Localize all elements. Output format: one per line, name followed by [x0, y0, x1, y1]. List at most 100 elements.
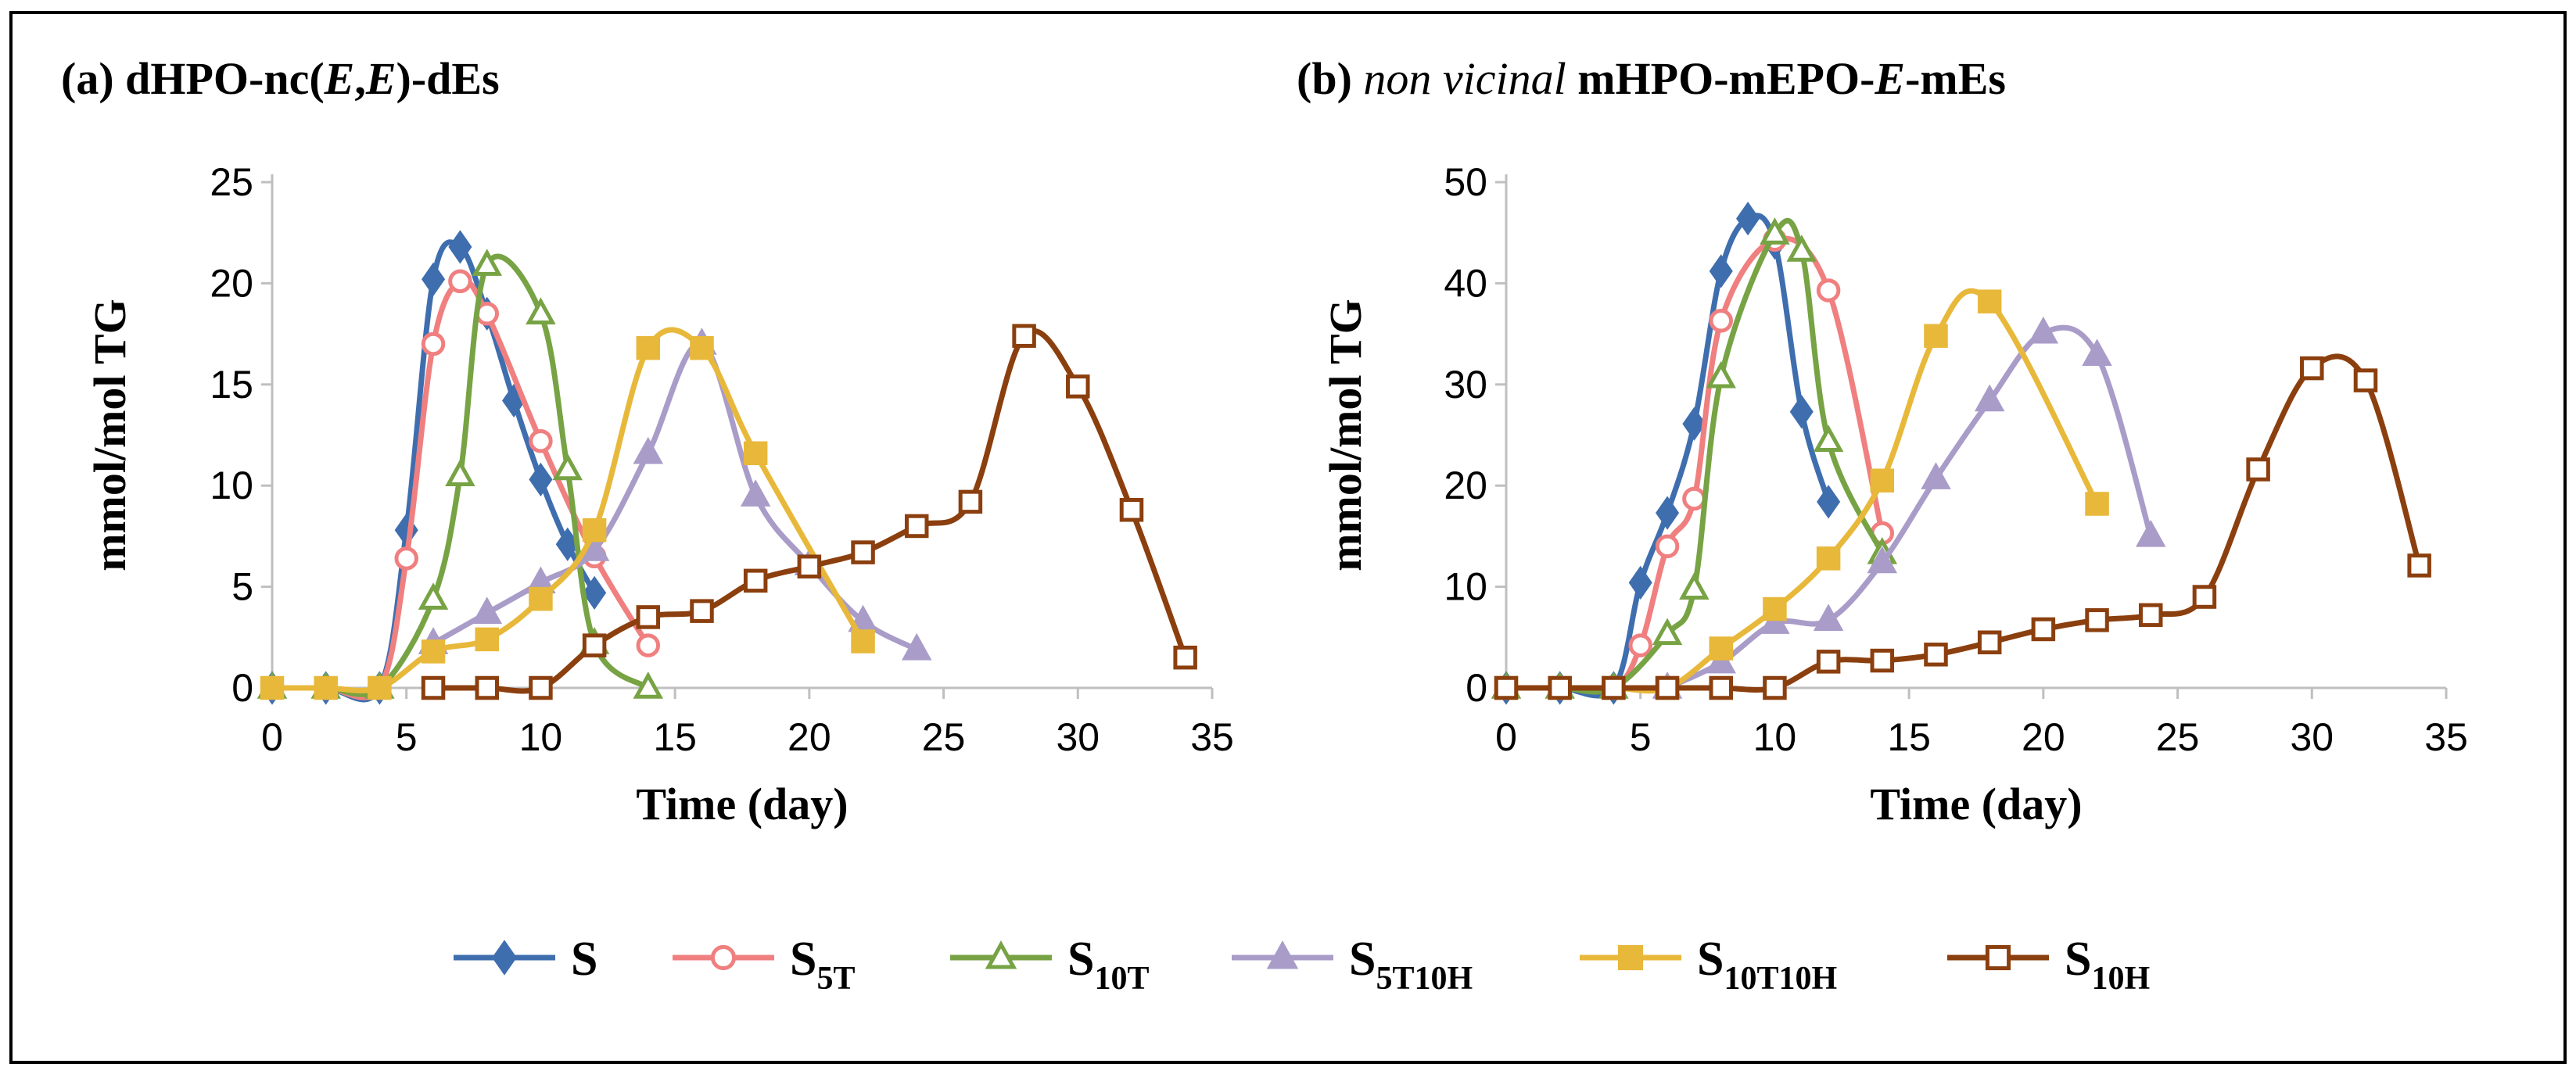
panel-a-series-S10H-point	[421, 675, 446, 700]
legend-label-S: S	[571, 933, 597, 986]
panel-b-series-S10H-point	[2085, 608, 2109, 632]
panel-a-series-S10H-point	[743, 568, 768, 593]
legend-label-base-S10T: S	[1067, 933, 1094, 986]
panel-a-x-tick-label: 10	[519, 715, 563, 759]
panel-a-x-tick-label: 0	[261, 715, 283, 759]
panel-b-series-S10T-point	[1652, 618, 1683, 646]
panel-b-series-S5T10H-point	[1921, 462, 1951, 489]
panel-a-series-S5T-point	[448, 269, 472, 294]
legend-item-S10T10H: S10T10H	[1580, 933, 1837, 997]
panel-b-x-tick-label: 15	[1887, 715, 1931, 759]
panel-a-x-tick-label: 20	[788, 715, 831, 759]
panel-b-series-S10T10H-point	[1870, 468, 1895, 492]
panel-b-series-S5T10H-point	[1813, 603, 1844, 632]
legend-label-base-S5T10H: S	[1349, 933, 1376, 986]
panel-a-x-tick-label: 35	[1190, 715, 1234, 759]
panel-b-series-S10H-point	[1870, 648, 1895, 673]
panel-b-series-S10T10H-point	[1924, 324, 1948, 348]
panel-a-series-S10T-point	[633, 672, 664, 699]
panel-a-series-S10H-point	[1012, 324, 1036, 348]
panel-b-series-S10H-point	[1924, 643, 1948, 667]
panel-b-x-tick-label: 20	[2022, 715, 2065, 759]
panel-a-y-tick-label: 15	[210, 363, 253, 406]
panel-a-series-S10T-point	[526, 297, 556, 324]
legend-label-S5T: S5T	[790, 933, 856, 997]
panel-b-y-tick-label: 0	[1466, 666, 1487, 710]
panel-a-series-S10T10H-point	[690, 335, 714, 360]
panel-a-y-tick-label: 10	[210, 464, 253, 507]
panel-a-y-axis-label: mmol/mol TG	[84, 299, 135, 571]
panel-b-series-S-point	[1709, 254, 1733, 288]
panel-b-x-tick-label: 30	[2290, 715, 2334, 759]
panel-b-x-tick-label: 25	[2156, 715, 2200, 759]
panel-a-series-S5T-point	[529, 429, 553, 453]
panel-b-series-S-point	[1736, 201, 1760, 236]
panel-b-series-S10H-point	[2138, 603, 2163, 628]
panel-a-title-part: E	[365, 53, 396, 104]
legend-marker-S10H	[1985, 944, 2011, 971]
panel-b-series-S10H-point	[2300, 356, 2324, 381]
panel-a-series-S-point	[422, 262, 446, 296]
panel-a-x-tick-label: 25	[922, 715, 966, 759]
panel-a-series-S10T10H-point	[851, 629, 875, 654]
panel-a-series-S10H-point	[1173, 645, 1197, 670]
legend-item-S10T: S10T	[950, 933, 1150, 997]
panel-b: (b) non vicinal mHPO-mEPO-E-mEs 0 10 20 30 40…	[1297, 53, 2468, 829]
panel-b-series-S10H-point	[2246, 457, 2270, 482]
panel-b-title-part: -mEs	[1905, 53, 2006, 104]
panel-a-title-part: E	[324, 53, 355, 104]
panel-b-series-S5T10H-point	[2082, 338, 2112, 367]
panel-a-series-S10T10H-point	[636, 335, 661, 360]
panel-a-series-S10T-point	[552, 453, 583, 481]
panel-a-title-part: ,	[354, 53, 366, 104]
legend-item-S5T: S5T	[673, 933, 856, 997]
panel-a-series-S-point	[583, 575, 607, 610]
panel-b-series-S5T10H-point	[1706, 646, 1736, 674]
panel-a-series-S-point	[448, 230, 472, 264]
panel-a-series-S10H-point	[851, 540, 875, 564]
panel-b-series-S10H-point	[2031, 617, 2056, 642]
panel-b-x-tick-label: 0	[1495, 715, 1517, 759]
panel-b-title-part: E	[1874, 53, 1905, 104]
panel-b-series-S10H-point	[1977, 630, 2002, 655]
panel-b-series-S10T10H-point	[2085, 492, 2109, 516]
panel-b-series-S5T-point	[1655, 534, 1680, 559]
panel-a-series-S10T-point	[472, 249, 502, 276]
panel-a-series-S5T-point	[394, 546, 418, 571]
panel-b-series-S5T10H-point	[2028, 316, 2059, 344]
panel-b-series-S10H-point	[1494, 675, 1519, 700]
panel-a-y-tick-label: 5	[231, 565, 253, 609]
panel-b-series-S-point	[1682, 406, 1706, 441]
panel-a-series-S10H-point	[475, 675, 499, 700]
panel-a-series-S5T10H-point	[901, 632, 932, 661]
panel-b-title: (b) non vicinal mHPO-mEPO-E-mEs	[1297, 53, 2006, 104]
panel-b-series-S10H-point	[1602, 675, 1626, 700]
panel-b-series-S-point	[1656, 496, 1680, 530]
panel-a-series-S10T-point	[418, 582, 449, 610]
panel-b-series-S10H-point	[1763, 675, 1787, 700]
legend-label-S10H: S10H	[2065, 933, 2150, 997]
panel-b-series-S5T10H-point	[1974, 384, 2005, 412]
panel-b-y-tick-label: 20	[1444, 464, 1487, 507]
panel-a-x-tick-label: 5	[396, 715, 418, 759]
legend-label-base-S5T: S	[790, 933, 816, 986]
panel-b-y-tick-label: 50	[1444, 160, 1487, 204]
panel-a-series-S10T10H-point	[582, 518, 607, 543]
legend-marker-S5T	[710, 944, 737, 971]
panel-b-series-S10T-point	[1706, 360, 1736, 389]
legend-label-S10T: S10T	[1067, 933, 1150, 997]
legend-item-S5T10H: S5T10H	[1232, 933, 1473, 997]
legend-label-sub-S5T10H: 5T10H	[1376, 961, 1473, 997]
panel-a-series-S10H-point	[529, 675, 553, 700]
panel-b-y-axis-label: mmol/mol TG	[1320, 299, 1371, 571]
legend-label-sub-S5T: 5T	[816, 961, 855, 997]
legend-marker-S5T10H	[1266, 940, 1299, 969]
panel-b-series-S10T10H-point	[1763, 596, 1787, 621]
panel-a-series-S5T-point	[636, 633, 661, 657]
panel-a-series-S5T10H-point	[633, 436, 664, 464]
panel-b-x-tick-label: 5	[1630, 715, 1652, 759]
legend-label-sub-S10H: 10H	[2091, 961, 2150, 997]
panel-b-series-S10H-point	[1816, 650, 1841, 674]
